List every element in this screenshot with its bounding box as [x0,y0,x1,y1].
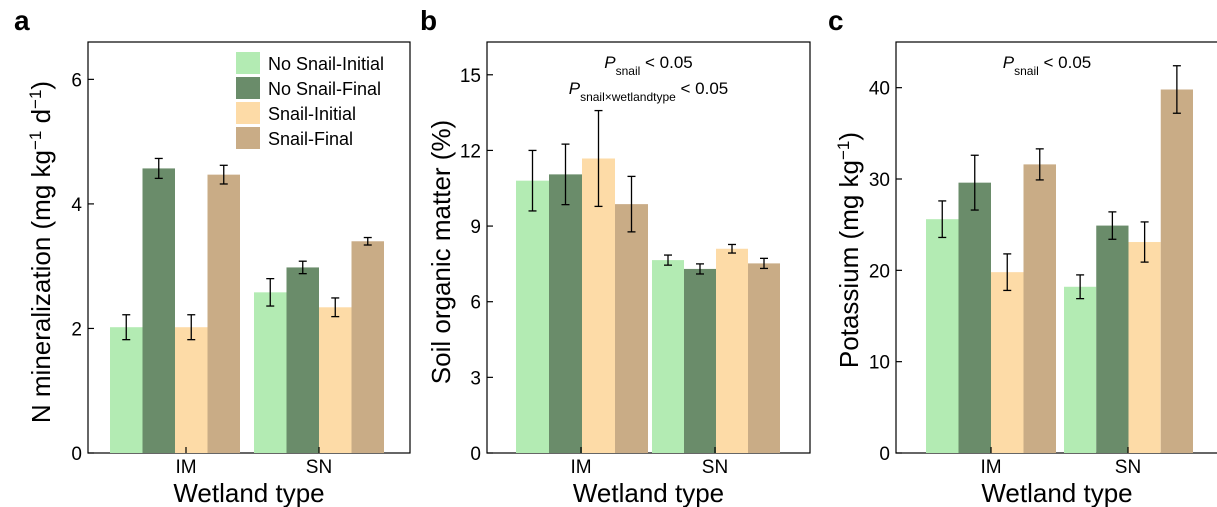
legend: No Snail-Initial No Snail-Final Snail-Init… [236,52,384,149]
legend-swatch-no-snail-initial [236,52,260,74]
error-bar-no-snail-final-sn [298,260,307,275]
bar-no-snail-initial-sn [652,260,684,453]
error-bar-snail-final-im [627,175,636,233]
error-bar-snail-final-sn [363,236,372,246]
legend-swatch-snail-final [236,127,260,149]
bar-snail-initial-sn [716,248,748,453]
bar-snail-final-sn [1160,89,1193,453]
bar-snail-initial-sn [319,307,352,453]
x-tick-label-sn: SN [306,457,332,478]
bar-no-snail-initial-im [516,180,549,454]
error-bar-snail-initial-im [187,314,196,341]
bar-snail-final-sn [748,263,780,453]
error-bar-no-snail-initial-im [528,149,537,212]
error-bar-no-snail-final-im [561,143,570,206]
bar-no-snail-final-sn [684,268,716,453]
error-bar-no-snail-initial-sn [266,277,275,307]
legend-swatch-snail-initial [236,102,260,124]
error-bar-no-snail-final-sn [696,263,704,275]
bar-snail-initial-im [991,272,1024,453]
x-tick-label-im: IM [570,457,591,478]
bar-no-snail-final-im [142,168,175,453]
significance-annotation: Psnail < 0.05 [604,53,693,78]
bar-no-snail-final-im [958,182,991,454]
bar-no-snail-initial-im [110,327,143,453]
x-tick-label-sn: SN [702,457,728,478]
error-bar-no-snail-initial-im [122,314,131,341]
bar-no-snail-final-im [549,174,582,453]
y-tick-label: 6 [71,70,82,91]
panel-letter-c: c [828,5,844,36]
error-bar-snail-final-im [1035,148,1044,181]
bar-snail-final-im [615,204,648,453]
panel-letter-b: b [420,5,437,36]
plot-frame [87,41,411,454]
y-tick-label: 4 [71,195,82,216]
bar-snail-initial-im [582,158,615,454]
y-tick-label: 10 [869,353,890,374]
y-tick-label: 2 [71,319,82,340]
bar-no-snail-initial-sn [1064,286,1097,453]
bar-no-snail-initial-sn [254,292,287,453]
bar-no-snail-initial-im [926,219,959,453]
x-tick-label-im: IM [175,457,196,478]
legend-label-no-snail-final: No Snail-Final [268,79,381,99]
error-bar-snail-final-sn [1172,65,1181,114]
x-tick-label-im: IM [980,457,1001,478]
y-axis-title: N mineralization (mg kg−1 d−1) [26,81,57,423]
error-bar-snail-initial-im [1003,253,1012,292]
y-tick-label: 3 [470,368,481,389]
panel-c: c IM SN 0 10 20 30 40 Wetland type Potassium (mg … [828,5,1217,507]
x-axis-title: Wetland type [573,478,724,507]
legend-label-snail-initial: Snail-Initial [268,104,356,124]
bar-snail-initial-im [175,327,208,453]
bar-snail-final-sn [351,241,384,453]
y-tick-label: 12 [460,141,481,162]
significance-annotation: Psnail < 0.05 [1003,53,1092,78]
y-tick-label: 6 [470,293,481,314]
y-axis-title: Potassium (mg kg−1) [834,132,865,368]
error-bar-no-snail-final-sn [1108,211,1117,240]
y-tick-label: 20 [869,261,890,282]
bar-no-snail-final-sn [1096,225,1129,453]
legend-label-no-snail-initial: No Snail-Initial [268,54,384,74]
significance-annotation: Psnail×wetlandtype < 0.05 [569,79,729,104]
bar-no-snail-final-sn [286,267,319,453]
error-bar-no-snail-final-im [970,154,979,211]
error-bar-snail-initial-im [594,109,603,208]
bar-snail-final-im [1023,164,1056,454]
y-tick-label: 0 [71,444,82,465]
panel-letter-a: a [14,5,30,36]
plot-frame [895,41,1217,454]
y-tick-label: 15 [460,66,481,87]
y-tick-label: 40 [869,79,890,100]
x-tick-label-sn: SN [1115,457,1141,478]
plot-frame [486,41,811,454]
panel-a: a IM SN 0 2 4 6 Wetland type N mineralization (m… [14,5,411,507]
y-tick-label: 0 [470,444,481,465]
error-bar-snail-final-im [219,164,228,185]
legend-swatch-no-snail-final [236,77,260,99]
error-bar-snail-final-sn [760,257,768,270]
bar-snail-initial-sn [1128,242,1161,453]
error-bar-snail-initial-sn [331,297,340,318]
x-axis-title: Wetland type [173,478,324,507]
error-bar-no-snail-initial-sn [664,254,672,266]
error-bar-snail-initial-sn [1140,221,1149,263]
panel-b: b IM SN 0 3 6 9 12 15 Wetland type Soil organic ma… [420,5,811,507]
x-axis-title: Wetland type [981,478,1132,507]
bar-snail-final-im [207,174,240,453]
y-axis-title: Soil organic matter (%) [426,120,456,384]
y-tick-label: 30 [869,170,890,191]
y-tick-label: 9 [470,217,481,238]
error-bar-no-snail-initial-im [938,200,947,239]
error-bar-no-snail-final-im [154,157,163,180]
y-tick-label: 0 [879,444,890,465]
error-bar-no-snail-initial-sn [1076,274,1085,300]
error-bar-snail-initial-sn [728,243,736,254]
legend-label-snail-final: Snail-Final [268,129,353,149]
